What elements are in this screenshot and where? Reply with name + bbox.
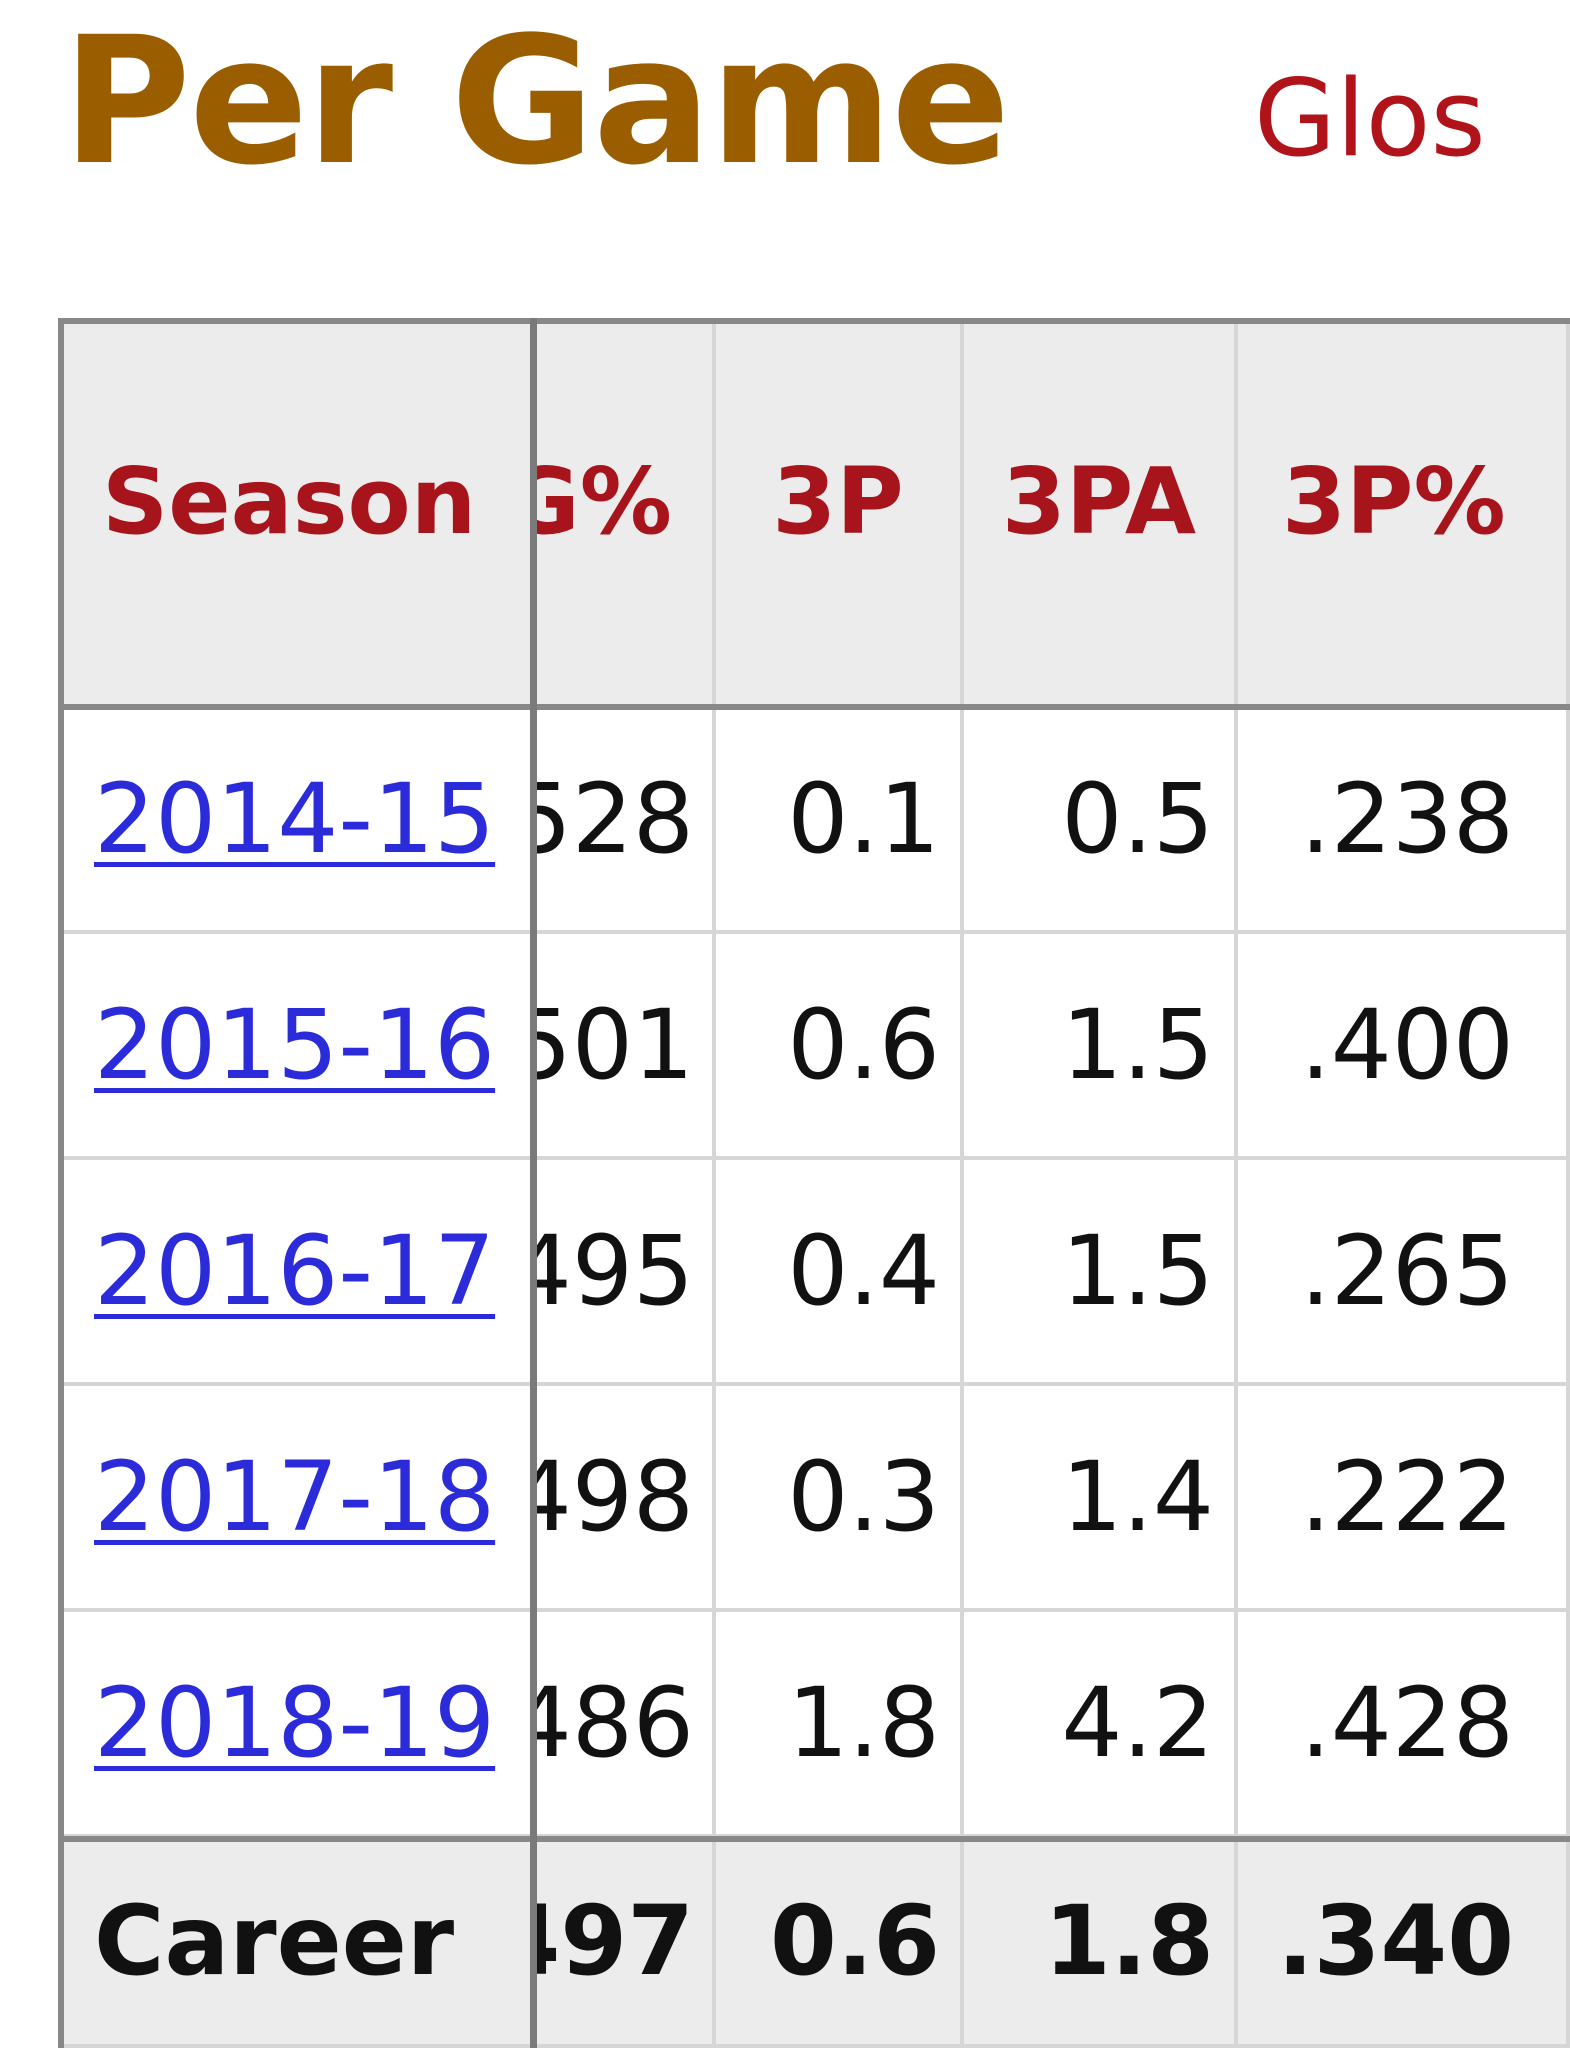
frozen-column-divider[interactable] <box>530 318 537 2048</box>
column-header-3pa[interactable]: 3PA <box>964 318 1238 708</box>
table-top-border <box>58 318 1570 324</box>
table-cell-3pa: 0.5 <box>964 708 1238 934</box>
career-cell-3p-pct: .340 <box>1238 1838 1570 2048</box>
table-cell-3pa: 1.4 <box>964 1386 1238 1612</box>
career-cell-3pa: 1.8 <box>964 1838 1238 2048</box>
table-cell-3p-pct: .428 <box>1238 1612 1570 1838</box>
career-cell-3p: 0.6 <box>716 1838 964 2048</box>
table-cell-3p: 0.6 <box>716 934 964 1160</box>
table-cell-fg-pct: 495 <box>534 1160 716 1386</box>
header-bottom-border <box>58 704 1570 710</box>
table-cell-3p-pct: .222 <box>1238 1386 1570 1612</box>
table-row-season: 2015-16 <box>58 934 534 1160</box>
career-row-label: Career <box>58 1838 534 2048</box>
column-header-3p-pct[interactable]: 3P% <box>1238 318 1570 708</box>
column-header-3p[interactable]: 3P <box>716 318 964 708</box>
table-cell-fg-pct: 498 <box>534 1386 716 1612</box>
season-link[interactable]: 2017-18 <box>94 1441 496 1553</box>
table-left-border <box>58 318 64 2048</box>
glossary-link[interactable]: Glos <box>1254 57 1486 180</box>
table-cell-3p-pct: .400 <box>1238 934 1570 1160</box>
season-link[interactable]: 2016-17 <box>94 1215 496 1327</box>
table-cell-fg-pct: 486 <box>534 1612 716 1838</box>
season-link[interactable]: 2015-16 <box>94 989 496 1101</box>
table-cell-fg-pct: 501 <box>534 934 716 1160</box>
table-cell-fg-pct: 528 <box>534 708 716 934</box>
table-cell-3p-pct: .265 <box>1238 1160 1570 1386</box>
table-cell-3pa: 4.2 <box>964 1612 1238 1838</box>
table-row-season: 2016-17 <box>58 1160 534 1386</box>
table-cell-3p-pct: .238 <box>1238 708 1570 934</box>
season-link[interactable]: 2014-15 <box>94 763 496 875</box>
table-row-season: 2014-15 <box>58 708 534 934</box>
table-row-season: 2018-19 <box>58 1612 534 1838</box>
table-cell-3p: 1.8 <box>716 1612 964 1838</box>
table-cell-3p: 0.4 <box>716 1160 964 1386</box>
career-cell-fg-pct: 497 <box>534 1838 716 2048</box>
table-cell-3pa: 1.5 <box>964 934 1238 1160</box>
footer-top-border <box>58 1836 1570 1842</box>
table-cell-3pa: 1.5 <box>964 1160 1238 1386</box>
column-header-season[interactable]: Season <box>58 318 534 708</box>
column-header-fg-pct[interactable]: G% <box>534 318 716 708</box>
table-row-season: 2017-18 <box>58 1386 534 1612</box>
table-cell-3p: 0.1 <box>716 708 964 934</box>
table-cell-3p: 0.3 <box>716 1386 964 1612</box>
season-link[interactable]: 2018-19 <box>94 1667 496 1779</box>
section-title: Per Game <box>62 0 1010 204</box>
